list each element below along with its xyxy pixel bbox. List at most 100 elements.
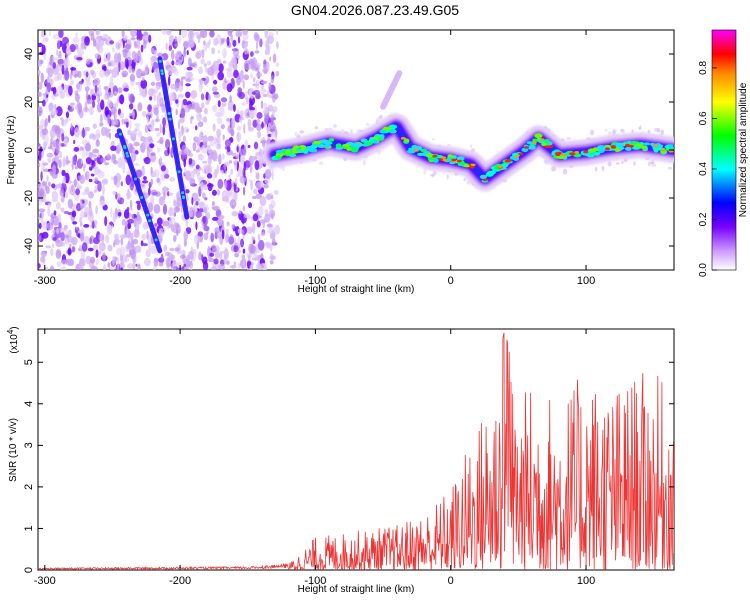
noise-speckle	[227, 107, 233, 111]
noise-speckle	[101, 252, 107, 262]
noise-speckle	[65, 111, 70, 119]
noise-speckle	[56, 49, 59, 56]
noise-speckle	[42, 37, 46, 43]
noise-speckle	[73, 139, 76, 145]
faint-speckle	[607, 131, 613, 135]
noise-speckle	[249, 51, 254, 57]
noise-speckle	[174, 247, 180, 252]
noise-speckle	[84, 207, 91, 216]
noise-speckle	[109, 75, 114, 84]
ridge-peak-blob	[482, 178, 488, 182]
noise-speckle	[142, 221, 149, 230]
noise-speckle	[213, 136, 218, 145]
noise-speckle	[264, 213, 271, 223]
faint-speckle	[660, 129, 664, 136]
noise-speckle	[129, 93, 135, 104]
noise-speckle	[172, 234, 177, 242]
noise-speckle	[262, 93, 268, 98]
noise-speckle	[168, 45, 173, 51]
noise-speckle	[175, 108, 178, 116]
noise-speckle	[207, 154, 212, 166]
noise-speckle	[247, 254, 251, 262]
ridge-spur	[380, 70, 403, 110]
noise-speckle	[186, 50, 189, 56]
noise-speckle	[59, 90, 66, 99]
snr-axes: -300 -200 -100 0 100 0 1 2 3 4 5	[23, 329, 674, 587]
noise-speckle	[42, 99, 46, 107]
noise-speckle	[129, 199, 133, 209]
noise-speckle	[213, 258, 219, 265]
noise-speckle	[203, 142, 208, 149]
noise-speckle	[130, 151, 137, 162]
noise-speckle	[40, 72, 45, 83]
noise-speckle	[264, 48, 270, 56]
noise-speckle	[56, 228, 60, 234]
noise-speckle	[99, 200, 106, 207]
noise-speckle	[99, 69, 106, 78]
noise-speckle	[237, 249, 241, 254]
x-tick-label: -200	[169, 275, 191, 287]
x-tick-label: -300	[34, 575, 56, 587]
noise-speckle	[217, 49, 220, 54]
noise-speckle	[167, 146, 170, 155]
noise-speckle	[163, 173, 170, 179]
noise-speckle	[114, 91, 118, 95]
noise-speckle	[187, 31, 195, 40]
noise-speckle	[197, 121, 204, 128]
noise-speckle	[191, 197, 194, 206]
faint-speckle	[615, 162, 620, 165]
noise-speckle	[208, 39, 211, 45]
noise-speckle	[105, 126, 108, 137]
noise-speckle	[155, 81, 161, 87]
noise-speckle	[195, 136, 200, 141]
noise-speckle	[214, 111, 222, 118]
noise-speckle	[244, 108, 251, 119]
noise-speckle	[243, 74, 250, 81]
noise-speckle	[201, 102, 205, 109]
noise-speckle	[131, 254, 135, 259]
noise-speckle	[158, 196, 165, 206]
noise-speckle	[74, 165, 79, 170]
noise-speckle	[127, 218, 135, 224]
ridge-core-blob	[406, 149, 416, 154]
noise-speckle	[106, 99, 114, 108]
noise-speckle	[267, 104, 274, 112]
x-tick-label: 0	[448, 275, 454, 287]
noise-speckle	[113, 52, 119, 64]
noise-speckle	[45, 245, 52, 249]
noise-speckle	[61, 132, 65, 142]
noise-speckle	[209, 30, 215, 38]
noise-speckle	[81, 36, 85, 47]
noise-speckle	[136, 203, 141, 211]
noise-speckle	[252, 78, 256, 83]
noise-speckle	[195, 221, 198, 231]
streak-core	[117, 129, 162, 253]
noise-speckle	[226, 70, 233, 78]
noise-speckle	[260, 86, 266, 95]
ridge-core-blob	[614, 148, 621, 153]
noise-speckle	[110, 145, 117, 152]
ridge-peak-blob	[624, 143, 630, 147]
noise-speckle	[269, 121, 276, 133]
noise-speckle	[173, 67, 179, 76]
noise-speckle	[38, 124, 44, 131]
noise-speckle	[262, 68, 268, 74]
noise-speckle	[127, 263, 134, 269]
noise-speckle	[106, 153, 112, 160]
noise-speckle	[52, 139, 58, 148]
noise-speckle	[85, 58, 91, 65]
noise-speckle	[250, 60, 256, 71]
noise-speckle	[141, 233, 147, 241]
faint-speckle	[324, 128, 329, 131]
noise-speckle	[76, 57, 83, 61]
noise-speckle	[141, 76, 145, 82]
noise-speckle	[269, 56, 272, 62]
noise-speckle	[154, 223, 158, 227]
noise-speckle	[153, 49, 158, 57]
noise-speckle	[98, 233, 105, 242]
noise-speckle	[115, 110, 118, 120]
noise-speckle	[82, 127, 85, 139]
noise-speckle	[143, 176, 147, 181]
noise-speckle	[113, 241, 116, 248]
ridge-core-blob	[668, 144, 674, 149]
